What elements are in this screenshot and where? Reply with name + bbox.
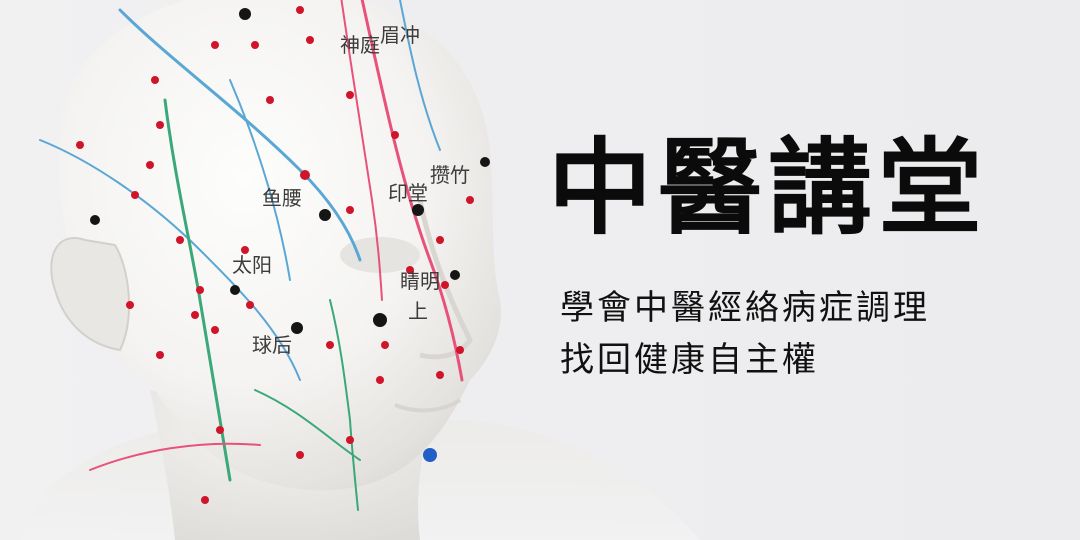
model-ear xyxy=(50,237,130,352)
banner-title: 中醫講堂 xyxy=(548,126,989,249)
label-shenting: 神庭 xyxy=(340,33,380,57)
label-meichong: 眉冲 xyxy=(380,23,420,47)
label-shang: 上 xyxy=(408,299,428,323)
model-head xyxy=(58,0,501,491)
meridian-lines xyxy=(39,0,464,511)
label-yintang: 印堂 xyxy=(388,181,428,205)
model-nose xyxy=(417,199,473,360)
acupoint-dot-blue xyxy=(423,448,437,462)
label-qiuhou: 球后 xyxy=(252,333,292,357)
label-jingming: 睛明 xyxy=(400,269,440,293)
model-eye-socket xyxy=(340,237,420,273)
acupoint-dots xyxy=(76,6,474,504)
label-yuyao: 鱼腰 xyxy=(262,186,302,210)
acupoint-dots-dark xyxy=(90,8,490,334)
banner-tagline-line1: 學會中醫經絡病症調理 xyxy=(560,288,930,328)
label-cuanzhu: 攒竹 xyxy=(430,163,470,187)
label-taiyang: 太阳 xyxy=(232,253,272,277)
banner-tagline-line2: 找回健康自主權 xyxy=(560,340,819,380)
model-mouth xyxy=(394,398,462,413)
